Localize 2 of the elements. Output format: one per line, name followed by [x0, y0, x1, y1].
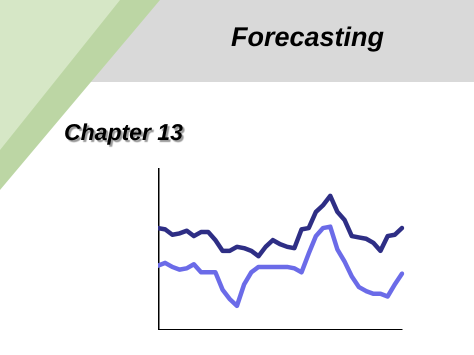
chart-subtitle: Chapter 13 — [64, 119, 183, 146]
chart-title: Forecasting — [230, 22, 384, 53]
